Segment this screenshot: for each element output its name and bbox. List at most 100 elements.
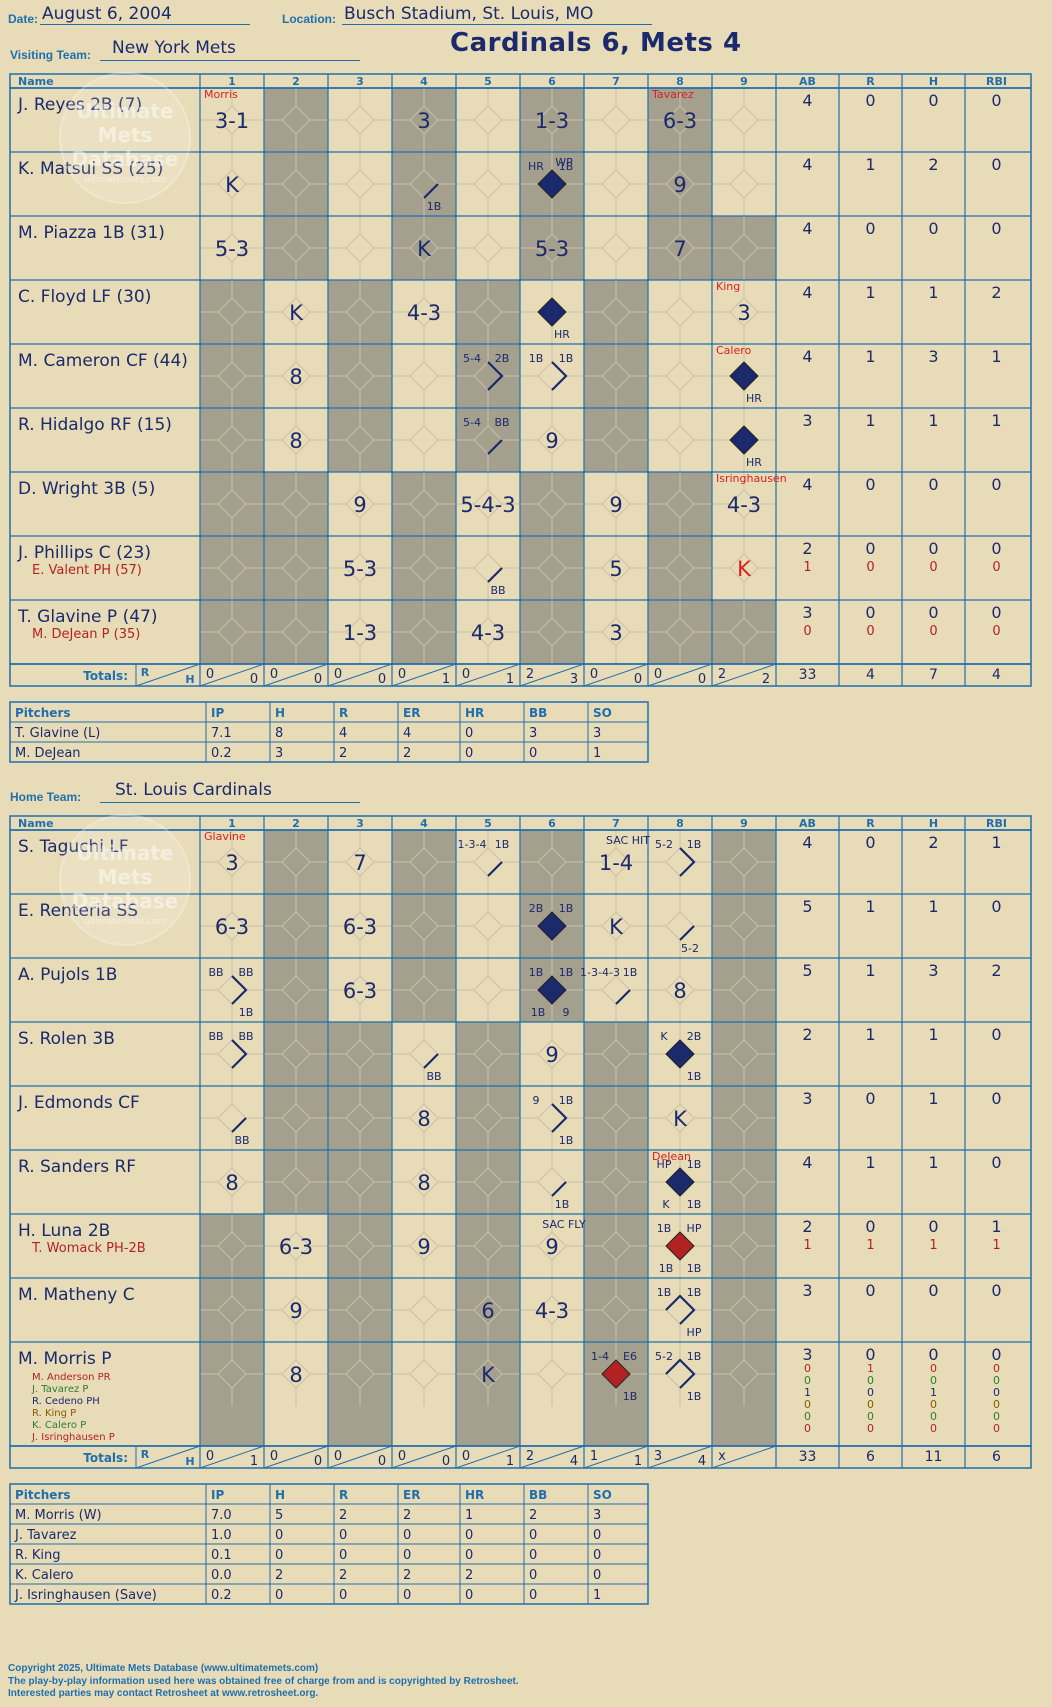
batter-stat: 0: [928, 539, 938, 558]
inning-total-hits: 0: [698, 672, 706, 687]
base-note: HR: [746, 392, 762, 405]
batter-stat: 1: [991, 347, 1001, 366]
play-result: K: [673, 1107, 688, 1131]
run-scored-diamond: [537, 297, 567, 327]
basepath: [551, 1103, 568, 1133]
watermark-text: ultimatemets.com: [84, 175, 166, 185]
batter-stat: 1: [865, 961, 875, 980]
base-diamond: [665, 1295, 695, 1325]
base-diamond: [601, 975, 631, 1005]
play-result: K: [609, 915, 624, 939]
batter-stat: 0: [865, 475, 875, 494]
batter-stat: 0: [865, 91, 875, 110]
play-result: 9: [353, 493, 366, 517]
pitcher-stat: 0: [593, 1548, 601, 1563]
pitcher-stat: 0.2: [211, 746, 232, 761]
batter-stat: 1: [928, 1089, 938, 1108]
basepath: [487, 861, 503, 877]
base-note: 5-2: [681, 942, 699, 955]
pitcher-stat: 3: [275, 746, 283, 761]
game-location: Busch Stadium, St. Louis, MO: [344, 4, 594, 24]
batter-stat: 0: [992, 560, 1000, 575]
base-diamond: [217, 1103, 247, 1133]
batter-name: C. Floyd LF (30): [18, 287, 151, 307]
inning-total-slash: [519, 663, 585, 687]
base-note: 1B: [559, 352, 574, 365]
watermark-text: ultimatemets.com: [84, 917, 166, 927]
batter-stat: 0: [991, 1025, 1001, 1044]
base-note: BB: [494, 416, 509, 429]
base-note: 9: [533, 1094, 540, 1107]
batter-stat: 0: [866, 624, 874, 639]
basepath: [551, 1181, 567, 1197]
base-note: 5-2: [655, 838, 673, 851]
basepath: [487, 567, 503, 583]
batter-stat: 0: [929, 560, 937, 575]
basepath: [665, 1294, 696, 1325]
play-note: WP: [555, 156, 573, 169]
batter-stat: 0: [867, 1422, 874, 1435]
pitcher-stat: R. King: [15, 1548, 60, 1563]
base-diamond: [409, 1039, 439, 1069]
pitcher-change-note: DeJean: [652, 1150, 691, 1163]
inning-header: 1: [228, 817, 236, 830]
batter-stat: 0: [928, 1345, 938, 1364]
inning-header: 6: [548, 75, 556, 88]
batter-stat: 0: [865, 1217, 875, 1236]
totals-h-label: H: [185, 1455, 194, 1468]
batter-stat: 5: [802, 897, 812, 916]
play-result: 3: [225, 851, 238, 875]
play-result: 4-3: [727, 493, 761, 517]
inning-total-slash: [647, 663, 713, 687]
pitchers-header-cell: SO: [593, 1488, 612, 1502]
play-result: K: [737, 557, 752, 581]
pitcher-change-note: King: [716, 280, 740, 293]
watermark-text: Ultimate: [77, 841, 174, 865]
home-underline: [100, 802, 360, 803]
inning-total-runs: 0: [206, 1449, 214, 1464]
totals-r-label: R: [141, 666, 150, 679]
batter-stat: 3: [802, 1089, 812, 1108]
batter-stat: 1: [928, 411, 938, 430]
base-note: BB: [490, 584, 505, 597]
batter-stat: 0: [991, 1345, 1001, 1364]
batter-stat: 1: [865, 411, 875, 430]
batter-name: M. Matheny C: [18, 1285, 135, 1305]
base-note: 2B: [495, 352, 510, 365]
base-diamond: [217, 1039, 247, 1069]
base-note: 5-4: [463, 352, 481, 365]
inning-total-slash: [711, 1445, 777, 1469]
batter-stat: 0: [993, 1374, 1000, 1387]
batter-stat: 4: [802, 1153, 812, 1172]
inning-total-slash: [391, 1445, 457, 1469]
pitchers-header-cell: HR: [465, 706, 484, 720]
base-diamond: [473, 911, 503, 941]
base-note: BB: [238, 1030, 253, 1043]
team-total: 33: [799, 667, 817, 683]
inning-total-runs: 1: [590, 1449, 598, 1464]
basepath: [551, 361, 568, 391]
inning-total-slash: [199, 663, 265, 687]
inning-total-runs: x: [718, 1449, 726, 1464]
inning-total-runs: 0: [270, 667, 278, 682]
base-note: 1B: [529, 966, 544, 979]
base-diamond: [537, 1167, 567, 1197]
inning-total-hits: 4: [698, 1454, 706, 1469]
inning-total-hits: 1: [506, 672, 514, 687]
pitcher-stat: 2: [275, 1568, 283, 1583]
batter-stat: 0: [804, 1374, 811, 1387]
base-note: 1B: [659, 1262, 674, 1275]
batter-stat: 4: [802, 219, 812, 238]
stat-header: RBI: [986, 75, 1007, 88]
play-result: 6-3: [663, 109, 697, 133]
run-scored-diamond: [665, 1231, 695, 1261]
batter-stat: 0: [803, 624, 811, 639]
batter-name: H. Luna 2B: [18, 1221, 110, 1241]
batter-stat: 2: [991, 961, 1001, 980]
batter-stat: 0: [865, 1281, 875, 1300]
pitcher-stat: 1.0: [211, 1528, 232, 1543]
basepath: [231, 1117, 247, 1133]
inning-total-hits: 2: [762, 672, 770, 687]
pitcher-stat: 0: [403, 1588, 411, 1603]
